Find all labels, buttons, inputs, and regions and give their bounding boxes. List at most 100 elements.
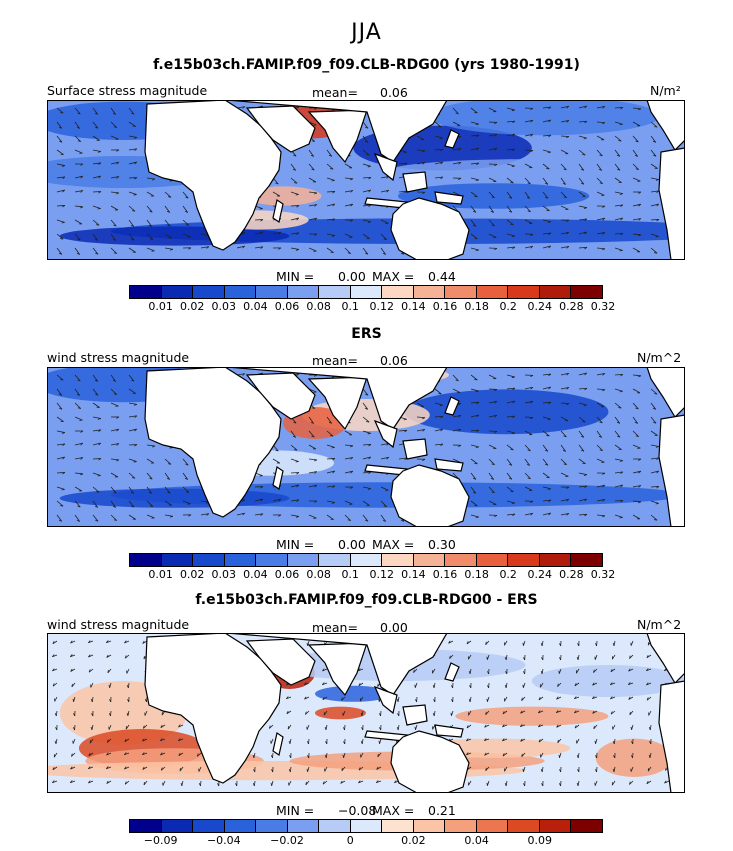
wind-arrow-head xyxy=(455,112,459,115)
colorbar-tick-label: 0.2 xyxy=(499,300,517,313)
wind-arrow xyxy=(326,218,335,221)
wind-arrow xyxy=(344,470,353,474)
wind-arrow xyxy=(542,472,550,479)
wind-arrow-head xyxy=(367,488,371,490)
colorbar-tick-label: 0.18 xyxy=(464,300,489,313)
wind-arrow-head xyxy=(76,519,80,522)
wind-arrow-head xyxy=(112,238,116,241)
wind-arrow-head xyxy=(584,387,588,391)
wind-arrow xyxy=(452,121,461,126)
wind-arrow-head xyxy=(562,449,566,452)
wind-arrow xyxy=(470,374,478,381)
panel1-max-value: 0.44 xyxy=(428,269,456,284)
wind-arrow-head xyxy=(432,712,435,717)
wind-arrow-head xyxy=(124,752,127,756)
wind-arrow-head xyxy=(654,393,658,395)
wind-arrow xyxy=(578,177,585,185)
wind-arrow-head xyxy=(141,752,145,755)
wind-arrow xyxy=(182,472,189,480)
wind-arrow-head xyxy=(638,458,642,461)
wind-arrow-head xyxy=(494,134,498,137)
wind-arrow xyxy=(524,386,533,390)
intensity-region-10 xyxy=(531,665,685,697)
wind-arrow-head xyxy=(361,727,364,731)
wind-arrow-head xyxy=(88,669,91,673)
wind-arrow-head xyxy=(432,684,435,689)
wind-arrow-head xyxy=(646,668,649,672)
wind-arrow-head xyxy=(630,755,633,759)
wind-arrow xyxy=(380,514,386,522)
wind-arrow-head xyxy=(458,136,462,139)
wind-arrow-head xyxy=(188,247,192,250)
wind-arrow-head xyxy=(602,122,606,125)
wind-arrow xyxy=(596,402,605,408)
wind-arrow-head xyxy=(548,134,552,138)
wind-arrow-head xyxy=(96,491,100,493)
wind-arrow-head xyxy=(566,403,570,406)
wind-arrow xyxy=(146,205,153,213)
wind-arrow-head xyxy=(448,640,451,644)
wind-arrow-head xyxy=(476,162,480,166)
colorbar-tick-label: 0.16 xyxy=(432,568,458,581)
wind-arrow xyxy=(650,388,658,395)
wind-arrow xyxy=(362,163,371,167)
wind-arrow xyxy=(362,233,370,239)
wind-arrow-head xyxy=(530,374,534,378)
wind-arrow-head xyxy=(133,137,138,139)
wind-arrow xyxy=(524,245,533,249)
wind-arrow-head xyxy=(599,182,603,185)
wind-arrow-head xyxy=(80,190,84,193)
wind-arrow-head xyxy=(620,471,624,475)
wind-arrow-head xyxy=(295,461,299,463)
wind-arrow-head xyxy=(540,642,543,647)
wind-arrow-head xyxy=(519,724,523,727)
wind-arrow xyxy=(542,205,550,212)
wind-arrow xyxy=(272,231,281,235)
wind-arrow-head xyxy=(547,418,551,421)
wind-arrow xyxy=(650,219,660,221)
wind-arrow-head xyxy=(646,697,649,701)
wind-arrow-head xyxy=(80,163,84,166)
wind-arrow-head xyxy=(322,781,325,785)
wind-arrow xyxy=(470,121,479,125)
wind-arrow-head xyxy=(530,150,534,153)
wind-arrow-head xyxy=(512,133,516,137)
wind-arrow xyxy=(254,513,263,516)
wind-arrow-head xyxy=(613,755,616,759)
wind-arrow xyxy=(92,135,100,141)
wind-arrow-head xyxy=(379,727,382,731)
wind-arrow xyxy=(308,247,317,252)
wind-arrow-head xyxy=(358,780,361,784)
south-america-landmass xyxy=(658,680,685,793)
wind-arrow-head xyxy=(149,238,153,240)
wind-arrow xyxy=(344,233,353,238)
wind-arrow-head xyxy=(602,217,606,221)
wind-arrow-head xyxy=(654,126,658,128)
colorbar-tick-label: 0.03 xyxy=(211,568,237,581)
wind-arrow-head xyxy=(440,415,444,419)
wind-arrow xyxy=(470,219,477,227)
wind-arrow xyxy=(524,400,533,404)
borneo-island xyxy=(402,171,428,193)
wind-arrow xyxy=(110,472,119,478)
wind-arrow-head xyxy=(350,190,354,193)
wind-arrow-head xyxy=(475,390,479,393)
colorbar-tick-label: 0.32 xyxy=(590,568,616,581)
wind-arrow-head xyxy=(583,207,587,209)
wind-arrow xyxy=(560,205,569,210)
wind-arrow-head xyxy=(54,713,57,717)
wind-arrow xyxy=(506,148,515,151)
wind-arrow-head xyxy=(556,696,559,700)
wind-arrow-head xyxy=(142,766,145,770)
wind-arrow xyxy=(452,428,461,432)
wind-arrow xyxy=(632,163,639,170)
wind-arrow-head xyxy=(472,224,477,227)
wind-arrow-head xyxy=(592,682,595,686)
wind-arrow xyxy=(506,163,515,167)
wind-arrow-head xyxy=(610,682,613,686)
wind-arrow-head xyxy=(557,739,559,743)
wind-arrow xyxy=(182,500,191,505)
wind-arrow xyxy=(650,444,659,447)
wind-arrow-head xyxy=(548,245,552,249)
wind-arrow xyxy=(110,443,119,446)
